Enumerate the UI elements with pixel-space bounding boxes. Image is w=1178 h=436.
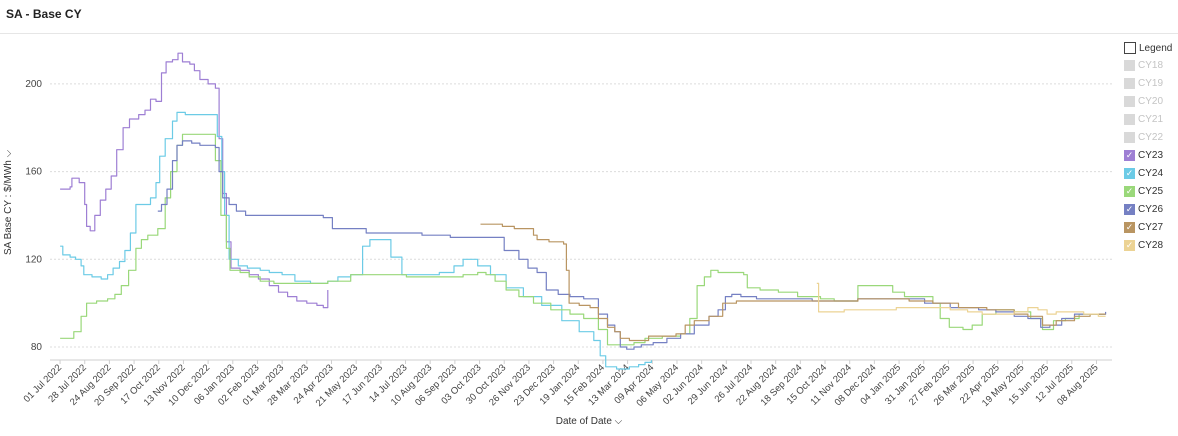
- legend-item-label: CY26: [1138, 203, 1164, 215]
- series-line-cy24[interactable]: [60, 111, 652, 370]
- x-axis-label[interactable]: Date of Date ⌵: [0, 416, 1178, 427]
- y-axis-label[interactable]: SA Base CY : $/MWh ⌵: [3, 150, 14, 255]
- legend-toggle[interactable]: Legend: [1124, 40, 1176, 56]
- legend-item-label: CY21: [1138, 113, 1164, 125]
- legend-title: Legend: [1139, 42, 1173, 54]
- chevron-down-icon[interactable]: ⌵: [3, 149, 14, 158]
- series-line-cy27[interactable]: [480, 223, 1106, 342]
- checkmark-icon[interactable]: ✓: [1124, 167, 1135, 179]
- legend-item-cy28[interactable]: ✓ CY28: [1124, 236, 1176, 254]
- checkmark-icon[interactable]: ✓: [1124, 239, 1135, 251]
- series-line-cy25[interactable]: [60, 133, 1106, 346]
- legend-item-cy25[interactable]: ✓ CY25: [1124, 182, 1176, 200]
- legend-item-cy20[interactable]: CY20: [1124, 92, 1176, 110]
- title-divider: [0, 33, 1178, 34]
- legend-item-label: CY19: [1138, 77, 1164, 89]
- y-tick-label: 120: [25, 254, 42, 265]
- series-lines: [60, 52, 1107, 370]
- swatch-icon[interactable]: [1124, 59, 1135, 71]
- legend-item-cy27[interactable]: ✓ CY27: [1124, 218, 1176, 236]
- series-line-cy23[interactable]: [60, 52, 329, 309]
- swatch-icon[interactable]: [1124, 77, 1135, 89]
- y-axis-ticks: 80 120 160 200: [25, 79, 42, 353]
- series-line-cy26[interactable]: [157, 140, 1107, 350]
- legend-item-label: CY25: [1138, 185, 1164, 197]
- legend-item-label: CY22: [1138, 131, 1164, 143]
- legend-item-label: CY27: [1138, 221, 1164, 233]
- checkmark-icon[interactable]: ✓: [1124, 185, 1135, 197]
- legend-item-label: CY24: [1138, 167, 1164, 179]
- swatch-icon[interactable]: [1124, 95, 1135, 107]
- swatch-icon[interactable]: [1124, 113, 1135, 125]
- legend-item-label: CY20: [1138, 95, 1164, 107]
- legend-item-label: CY28: [1138, 239, 1164, 251]
- checkmark-icon[interactable]: ✓: [1124, 203, 1135, 215]
- legend-item-cy24[interactable]: ✓ CY24: [1124, 164, 1176, 182]
- legend-item-cy23[interactable]: ✓ CY23: [1124, 146, 1176, 164]
- legend-item-label: CY23: [1138, 149, 1164, 161]
- chevron-down-icon[interactable]: ⌵: [614, 416, 623, 427]
- y-tick-label: 200: [25, 79, 42, 90]
- legend-item-cy19[interactable]: CY19: [1124, 74, 1176, 92]
- series-line-cy28[interactable]: [816, 282, 1106, 317]
- x-axis-label-text: Date of Date: [555, 416, 612, 427]
- legend-item-cy21[interactable]: CY21: [1124, 110, 1176, 128]
- legend-item-cy18[interactable]: CY18: [1124, 56, 1176, 74]
- legend-item-cy26[interactable]: ✓ CY26: [1124, 200, 1176, 218]
- gridlines: [50, 83, 1112, 348]
- checkmark-icon[interactable]: ✓: [1124, 149, 1135, 161]
- y-axis-label-text: SA Base CY : $/MWh: [3, 160, 14, 255]
- y-tick-label: 160: [25, 167, 42, 178]
- swatch-icon[interactable]: [1124, 131, 1135, 143]
- legend: Legend CY18 CY19 CY20 CY21 CY22 ✓ CY23 ✓ CY24 ✓ CY…: [1124, 40, 1176, 254]
- checkbox-icon[interactable]: [1124, 42, 1136, 54]
- y-tick-label: 80: [31, 342, 43, 353]
- legend-item-label: CY18: [1138, 59, 1164, 71]
- page-title: SA - Base CY: [6, 7, 82, 21]
- legend-item-cy22[interactable]: CY22: [1124, 128, 1176, 146]
- checkmark-icon[interactable]: ✓: [1124, 221, 1135, 233]
